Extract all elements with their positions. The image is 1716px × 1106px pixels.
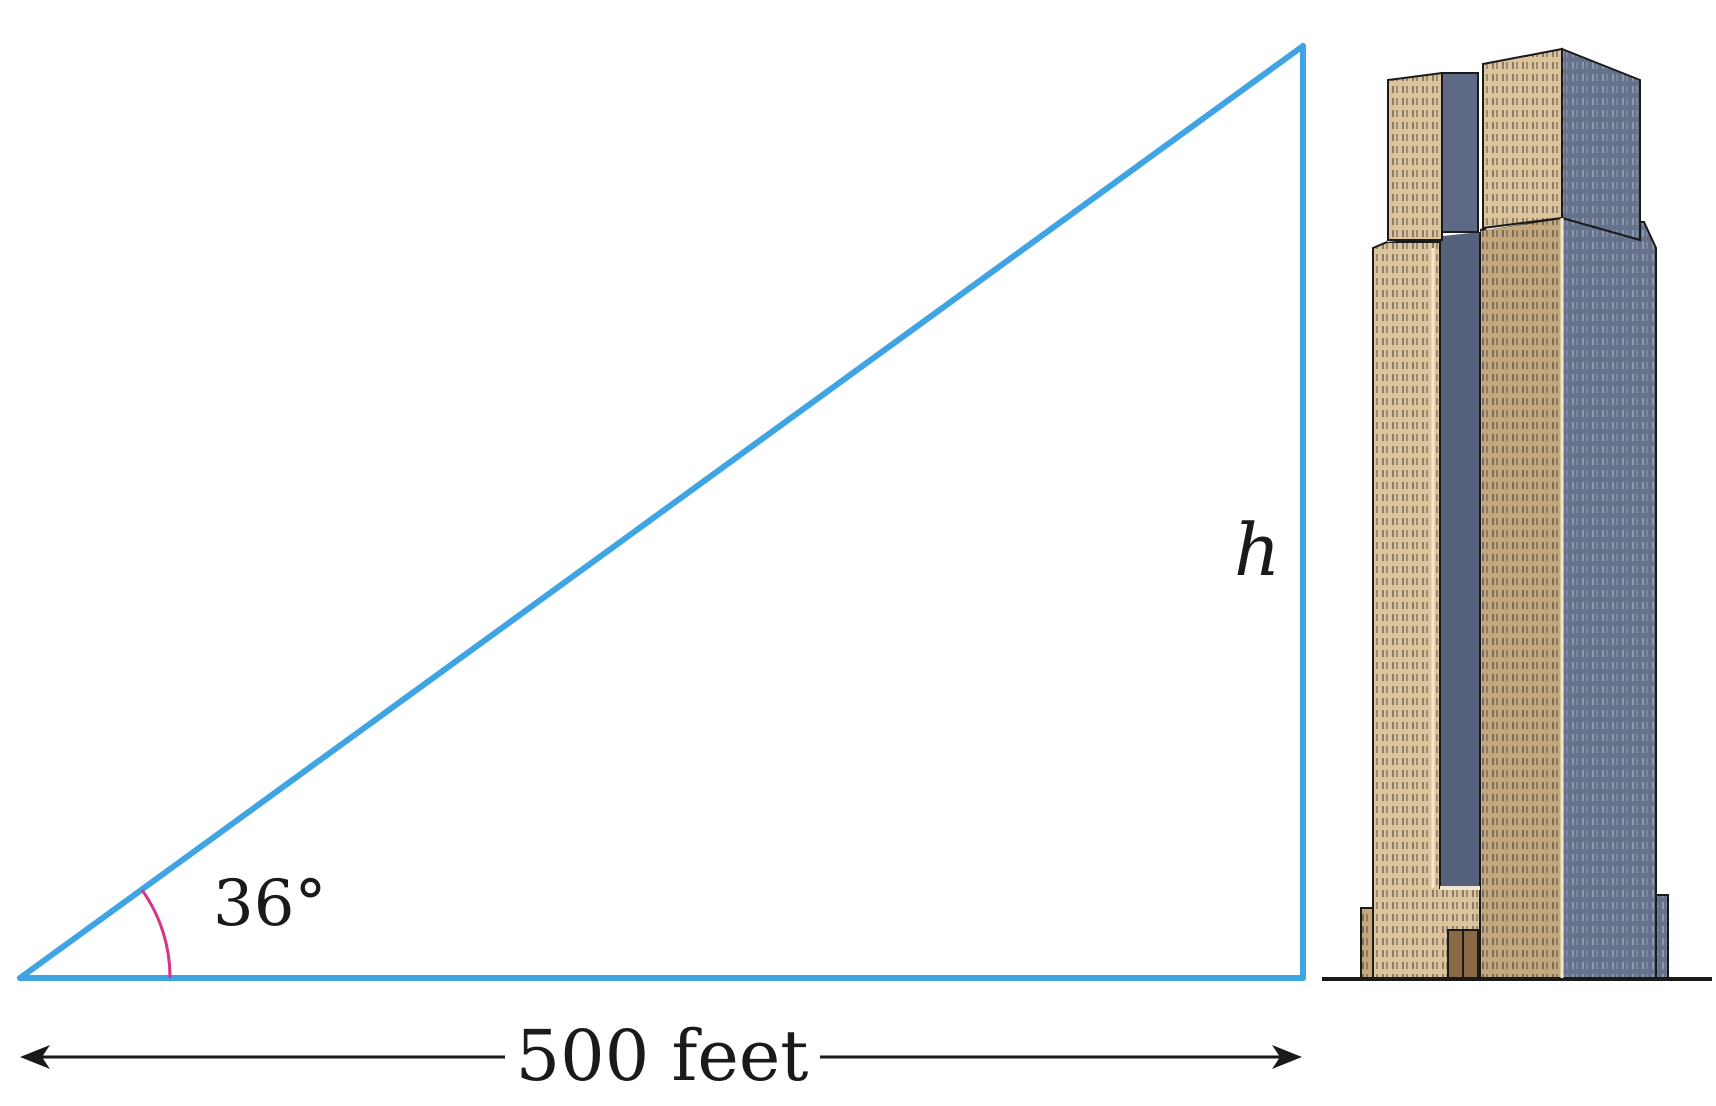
building-upper-front-right	[1482, 47, 1563, 230]
building-upper-notch	[1441, 72, 1479, 233]
angle-label: 36°	[213, 867, 326, 941]
building-lower-mid	[1479, 216, 1563, 979]
building-upper-front-left	[1387, 71, 1443, 241]
arrowhead-left-icon	[20, 1045, 50, 1069]
arrowhead-right-icon	[1272, 1045, 1302, 1069]
building-recess	[1439, 231, 1481, 889]
distance-arrow	[20, 1045, 1302, 1069]
triangle	[17, 43, 1306, 981]
height-label: h	[1234, 508, 1280, 592]
distance-label: 500 feet	[516, 1015, 809, 1097]
triangle-hypotenuse	[17, 43, 1306, 981]
building-upper-side	[1561, 47, 1641, 242]
skyscraper-icon	[1360, 47, 1669, 979]
angle-arc	[140, 889, 172, 979]
building-lower-side	[1561, 216, 1657, 979]
